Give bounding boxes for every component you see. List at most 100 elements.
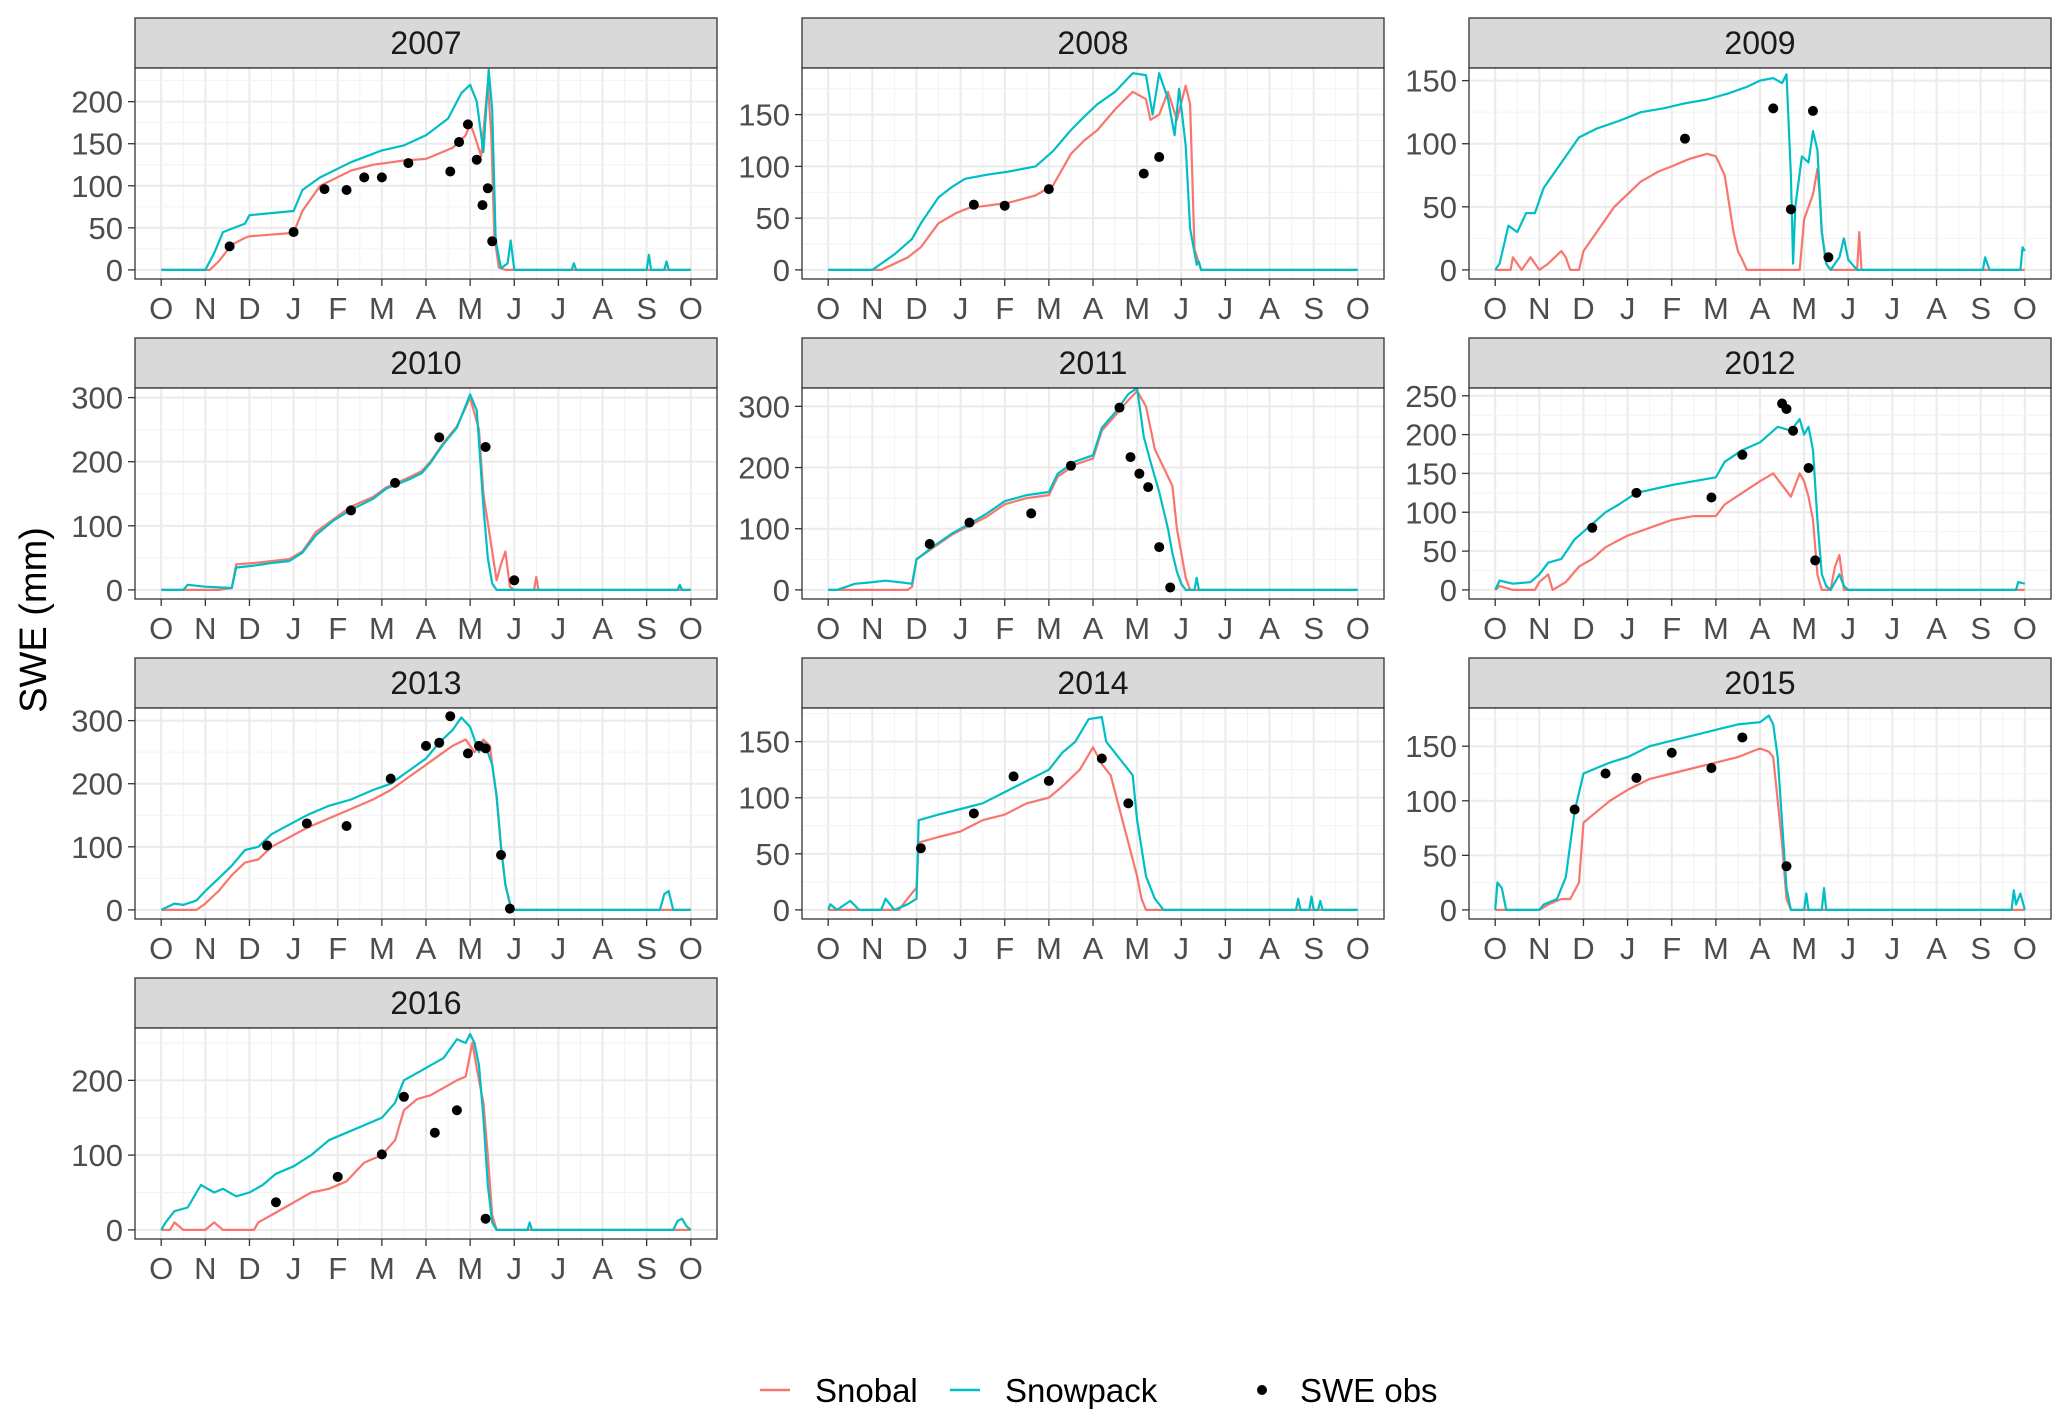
- obs-point: [345, 505, 356, 516]
- panel-strip: [134, 17, 718, 69]
- x-tick-label: J: [1841, 291, 1857, 326]
- x-tick-label: M: [1124, 931, 1150, 966]
- obs-point: [1043, 775, 1054, 786]
- x-tick-label: O: [679, 291, 703, 326]
- y-tick-label: 100: [1405, 784, 1457, 819]
- x-tick-label: M: [1703, 291, 1729, 326]
- y-tick-label: 50: [756, 201, 790, 236]
- y-tick-label: 200: [71, 445, 123, 480]
- x-tick-label: F: [328, 931, 347, 966]
- x-tick-label: A: [416, 291, 437, 326]
- grid-lines: [135, 1028, 717, 1239]
- obs-point: [1154, 542, 1165, 553]
- obs-point: [454, 137, 465, 148]
- x-tick-label: M: [369, 611, 395, 646]
- obs-point: [1600, 768, 1611, 779]
- obs-point: [1165, 582, 1176, 593]
- y-tick-label: 100: [71, 1138, 123, 1173]
- panel-strip: [801, 657, 1385, 709]
- x-tick-label: F: [328, 611, 347, 646]
- obs-point: [341, 820, 352, 831]
- obs-point: [445, 711, 456, 722]
- x-tick-label: A: [592, 1251, 613, 1286]
- obs-point: [385, 773, 396, 784]
- y-tick-label: 0: [773, 893, 790, 928]
- panel-strip: [801, 337, 1385, 389]
- x-tick-label: N: [194, 611, 216, 646]
- grid-lines: [1469, 68, 2051, 279]
- x-tick-label: O: [679, 931, 703, 966]
- legend-snowpack-label: Snowpack: [1005, 1372, 1158, 1409]
- x-tick-label: J: [1174, 611, 1190, 646]
- panel-title: 2015: [1724, 665, 1795, 701]
- x-tick-label: D: [1572, 291, 1594, 326]
- x-tick-label: M: [1124, 611, 1150, 646]
- obs-point: [1823, 252, 1834, 263]
- x-tick-label: D: [905, 611, 927, 646]
- obs-point: [1587, 522, 1598, 533]
- obs-point: [434, 432, 445, 443]
- x-tick-label: N: [194, 931, 216, 966]
- obs-point: [1810, 555, 1821, 566]
- obs-point: [301, 818, 312, 829]
- x-tick-label: D: [1572, 931, 1594, 966]
- x-tick-label: J: [1174, 931, 1190, 966]
- legend-obs-label: SWE obs: [1300, 1372, 1438, 1409]
- panel-title: 2007: [390, 25, 461, 61]
- grid-lines: [1469, 388, 2051, 599]
- x-tick-label: D: [238, 931, 260, 966]
- grid-lines: [1469, 708, 2051, 919]
- obs-point: [421, 740, 431, 751]
- obs-point: [1706, 492, 1717, 503]
- y-tick-label: 250: [1405, 379, 1457, 414]
- y-axis-label: SWE (mm): [13, 527, 55, 713]
- panel-title: 2008: [1057, 25, 1128, 61]
- x-tick-label: O: [1346, 931, 1370, 966]
- grid-lines: [135, 68, 717, 279]
- obs-point: [1569, 804, 1580, 815]
- series-line-snobal: [1494, 472, 2025, 591]
- panel-title: 2012: [1724, 345, 1795, 381]
- x-tick-label: N: [861, 611, 883, 646]
- x-tick-label: S: [636, 291, 657, 326]
- obs-point: [496, 850, 507, 861]
- y-tick-label: 100: [71, 509, 123, 544]
- grid-lines: [802, 68, 1384, 279]
- x-tick-label: J: [1218, 611, 1234, 646]
- obs-point: [1781, 861, 1792, 872]
- obs-point: [477, 200, 488, 211]
- obs-point: [262, 840, 273, 851]
- x-tick-label: M: [369, 931, 395, 966]
- panel-title: 2010: [390, 345, 461, 381]
- x-tick-label: J: [1620, 291, 1636, 326]
- panel-strip: [1468, 657, 2052, 709]
- x-tick-label: M: [369, 1251, 395, 1286]
- x-tick-label: M: [457, 931, 483, 966]
- obs-point: [1785, 204, 1796, 215]
- x-tick-label: S: [1303, 291, 1324, 326]
- grid-lines: [802, 708, 1384, 919]
- y-tick-label: 150: [738, 725, 790, 760]
- obs-point: [1679, 133, 1690, 144]
- x-tick-label: A: [1083, 931, 1104, 966]
- x-tick-label: A: [1926, 611, 1947, 646]
- x-tick-label: N: [1528, 931, 1550, 966]
- x-tick-label: M: [1791, 611, 1817, 646]
- y-tick-label: 50: [1423, 190, 1457, 225]
- y-tick-label: 150: [71, 127, 123, 162]
- y-tick-label: 200: [71, 1063, 123, 1098]
- panel-title: 2014: [1057, 665, 1128, 701]
- series-line-snobal: [828, 84, 1358, 271]
- x-tick-label: N: [194, 1251, 216, 1286]
- y-tick-label: 0: [106, 573, 123, 608]
- obs-point: [1631, 772, 1642, 783]
- x-tick-label: F: [995, 931, 1014, 966]
- obs-point: [359, 172, 370, 183]
- x-tick-label: O: [149, 611, 173, 646]
- x-tick-label: F: [328, 291, 347, 326]
- y-tick-label: 300: [738, 389, 790, 424]
- series-line-snowpack: [161, 393, 691, 591]
